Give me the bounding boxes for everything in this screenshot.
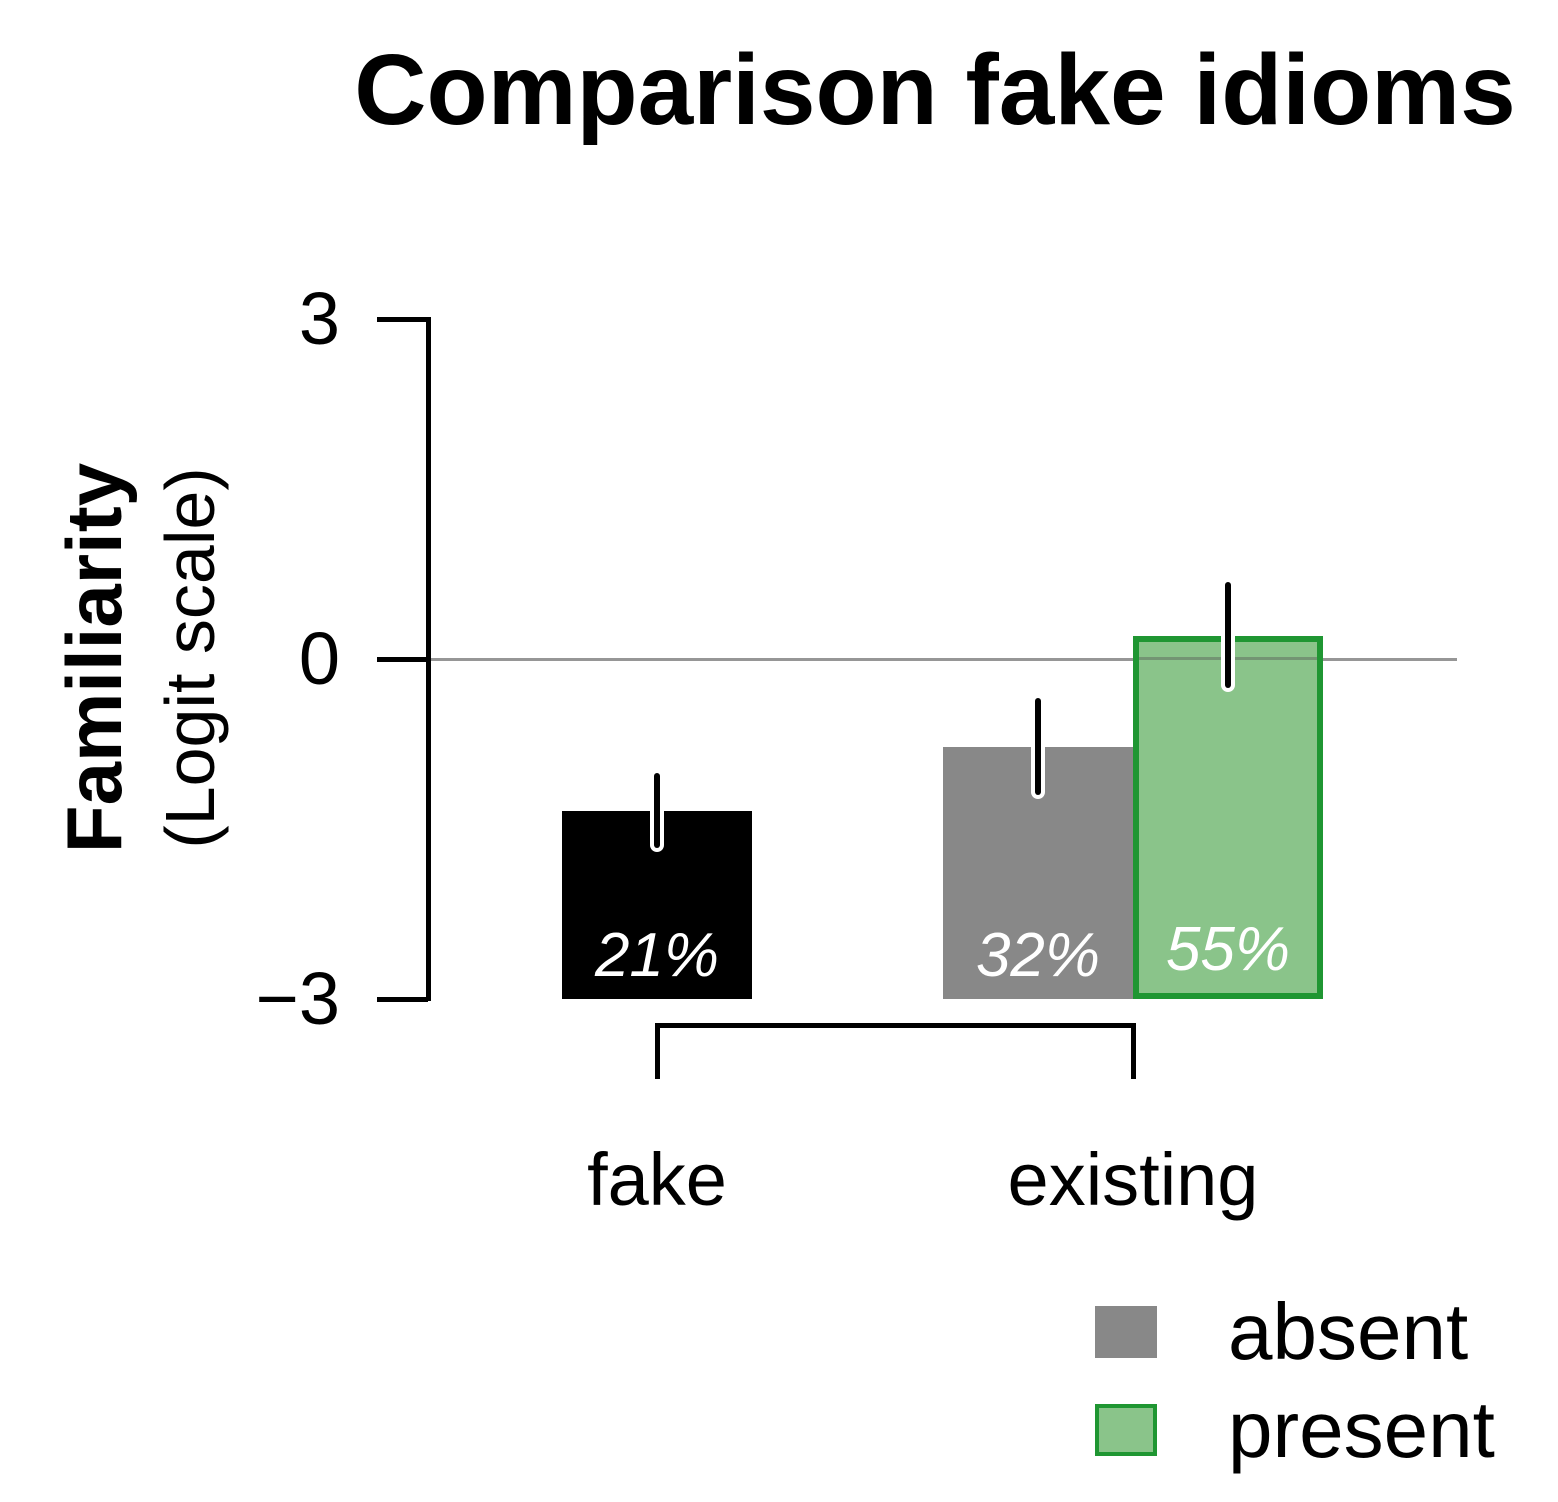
y-tick-label: 3: [298, 277, 340, 360]
zero-reference-line: [428, 657, 1457, 661]
error-bar-absent: [1035, 697, 1041, 795]
x-tick-label-fake: fake: [587, 1138, 727, 1221]
bar-percentage-label: 21%: [594, 920, 720, 990]
legend-label-absent: absent: [1228, 1287, 1469, 1376]
chart-title: Comparison fake idioms: [354, 34, 1516, 146]
legend-label-present: present: [1228, 1385, 1495, 1474]
bar-absent: 32%: [943, 747, 1133, 999]
error-bar-fake: [654, 773, 660, 849]
y-axis-tick: [377, 316, 428, 322]
y-axis-tick: [377, 996, 428, 1002]
y-axis-label: Familiarity: [50, 462, 138, 854]
y-tick-label: −3: [255, 957, 340, 1040]
y-axis-line: [425, 317, 431, 1001]
error-bar-present: [1225, 581, 1231, 689]
comparison-bracket-left-tick: [654, 1023, 660, 1079]
bar-percentage-label: 55%: [1165, 914, 1291, 984]
y-axis-tick: [377, 656, 428, 662]
bar-percentage-label: 32%: [975, 920, 1101, 990]
y-tick-label: 0: [298, 617, 340, 700]
bar-present: 55%: [1133, 636, 1323, 999]
legend-swatch-absent: [1095, 1306, 1157, 1358]
x-tick-label-existing: existing: [1007, 1138, 1259, 1221]
legend-swatch-present: [1095, 1404, 1157, 1456]
comparison-bracket-right-tick: [1130, 1023, 1136, 1079]
comparison-bracket-top: [654, 1023, 1136, 1028]
